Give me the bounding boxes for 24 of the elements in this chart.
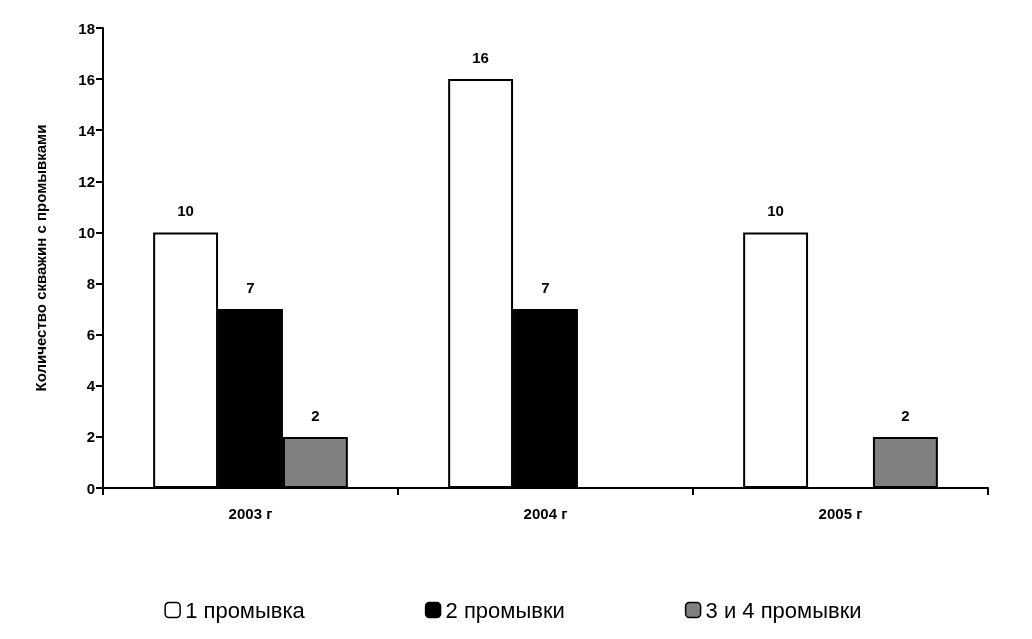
y-tick-label: 2 [86,428,95,446]
y-tick-label: 14 [78,121,96,139]
data-label: 7 [246,279,255,297]
legend-label: 1 промывка [185,597,306,623]
x-tick-label: 2004 г [523,505,568,522]
data-label: 2 [901,406,910,424]
y-axis-title: Количество скважин с промывками [32,124,49,392]
data-label: 7 [541,279,550,297]
data-label: 16 [472,49,489,67]
data-label: 10 [177,202,194,220]
y-tick-label: 0 [86,479,95,497]
y-tick-label: 8 [86,275,95,293]
data-label: 10 [767,202,784,220]
x-tick-label: 2005 г [818,505,863,522]
y-tick-label: 18 [78,19,95,37]
y-tick-label: 16 [78,70,95,88]
x-tick-label: 2003 г [228,505,273,522]
legend-label: 3 и 4 промывки [705,597,862,623]
y-tick-label: 6 [86,326,95,344]
legend-label: 2 промывки [445,597,565,623]
data-label: 2 [311,406,320,424]
y-tick-label: 10 [78,223,95,241]
y-tick-label: 4 [86,377,96,395]
y-tick-label: 12 [78,172,95,190]
